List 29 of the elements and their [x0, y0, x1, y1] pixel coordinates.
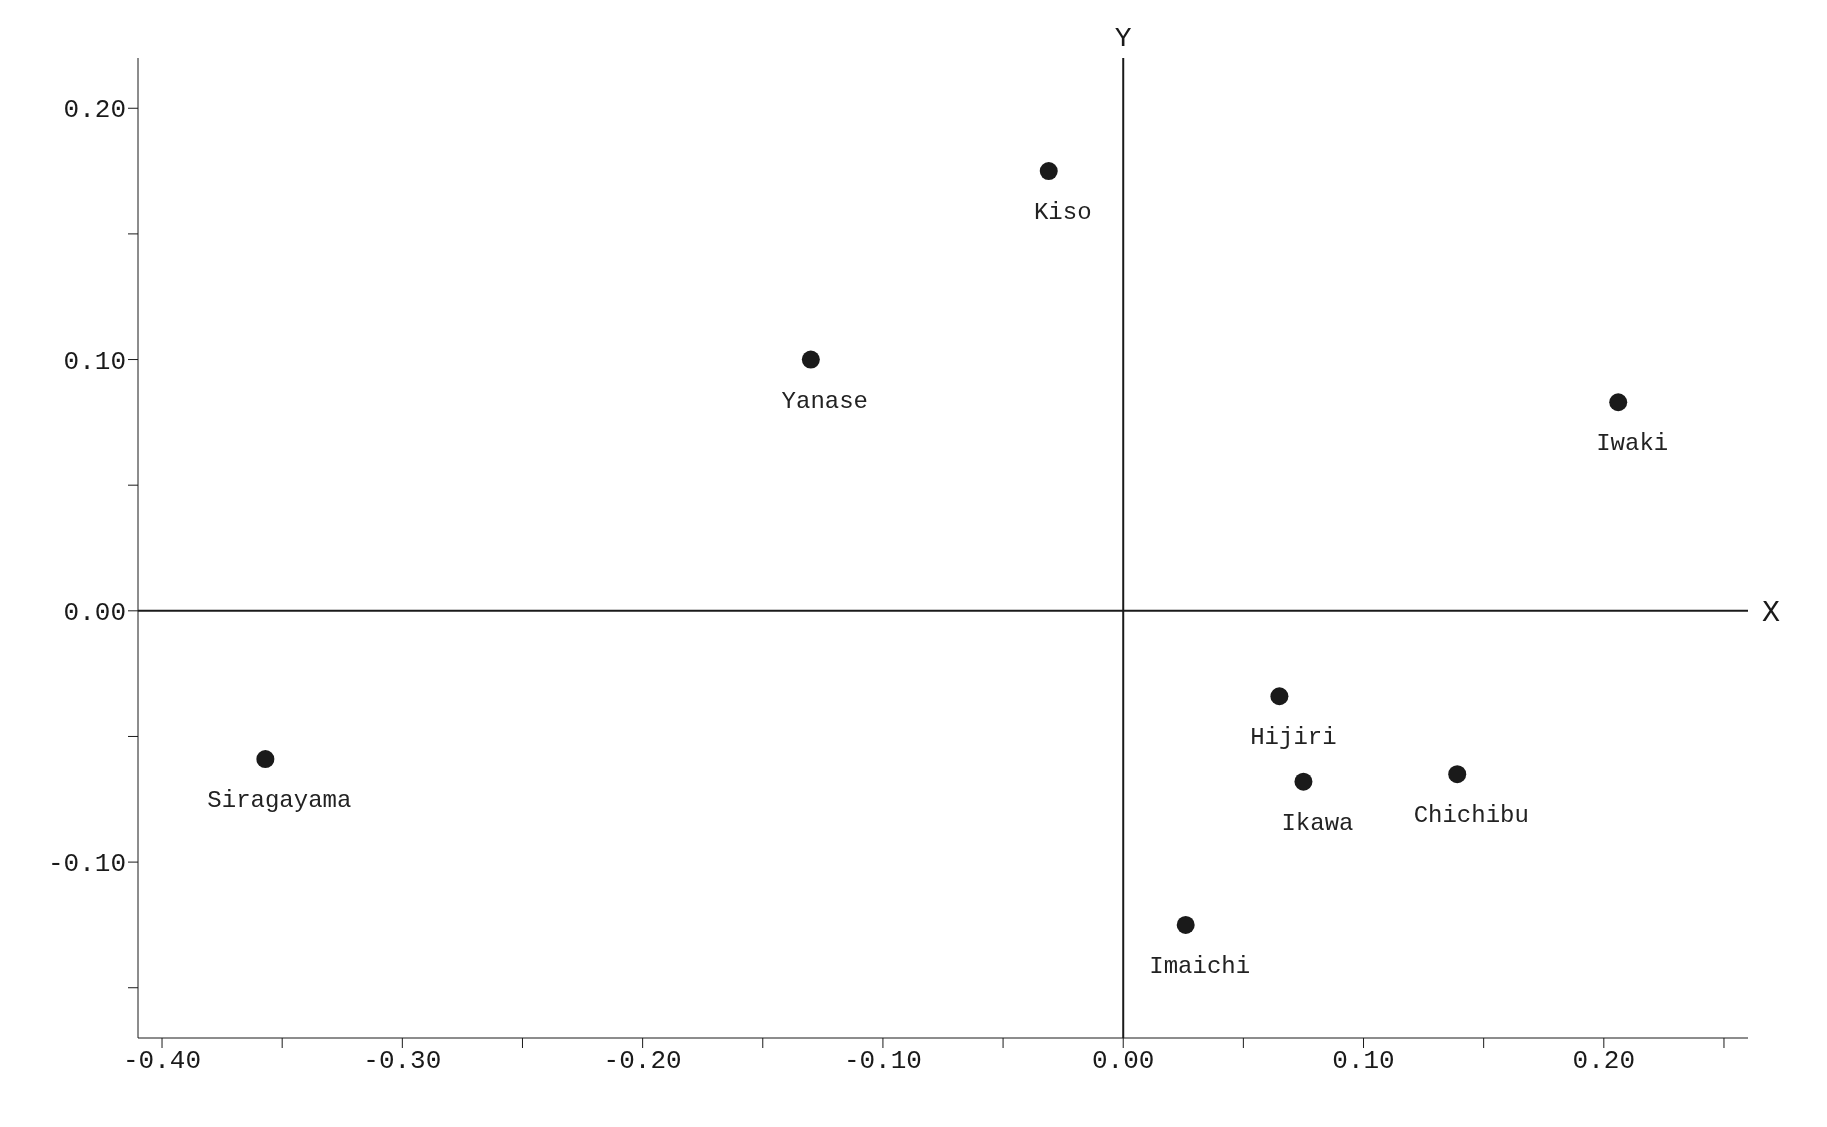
y-tick-label: 0.00: [63, 598, 126, 629]
x-tick-label: -0.10: [843, 1046, 922, 1077]
x-tick-label: -0.40: [123, 1046, 202, 1077]
x-tick-label: 0.00: [1092, 1046, 1155, 1077]
point: [256, 750, 275, 769]
x-tick-label: 0.10: [1332, 1046, 1395, 1077]
series-label: Iwaki: [1596, 430, 1669, 458]
series-label: Chichibu: [1413, 802, 1529, 830]
x-tick-label: -0.20: [603, 1046, 682, 1077]
point: [1176, 915, 1195, 934]
series-label: Ikawa: [1281, 809, 1354, 837]
series-label: Kiso: [1033, 199, 1092, 227]
series-label: Yanase: [781, 387, 869, 415]
series-label: Imaichi: [1149, 952, 1251, 980]
point: [1609, 393, 1628, 412]
ref-line-label: Y: [1114, 23, 1132, 54]
x-tick-label: -0.30: [363, 1046, 442, 1077]
point: [1294, 772, 1313, 791]
ref-line-label: X: [1762, 596, 1781, 631]
point: [1448, 765, 1467, 784]
point: [1039, 162, 1058, 181]
y-tick-label: -0.10: [47, 849, 126, 880]
series-label: Siragayama: [207, 787, 352, 815]
point: [1270, 687, 1289, 706]
point: [801, 350, 820, 369]
x-tick-label: 0.20: [1572, 1046, 1636, 1077]
series-label: Hijiri: [1250, 724, 1337, 752]
y-tick-label: 0.20: [63, 95, 126, 126]
y-tick-label: 0.10: [63, 346, 126, 377]
